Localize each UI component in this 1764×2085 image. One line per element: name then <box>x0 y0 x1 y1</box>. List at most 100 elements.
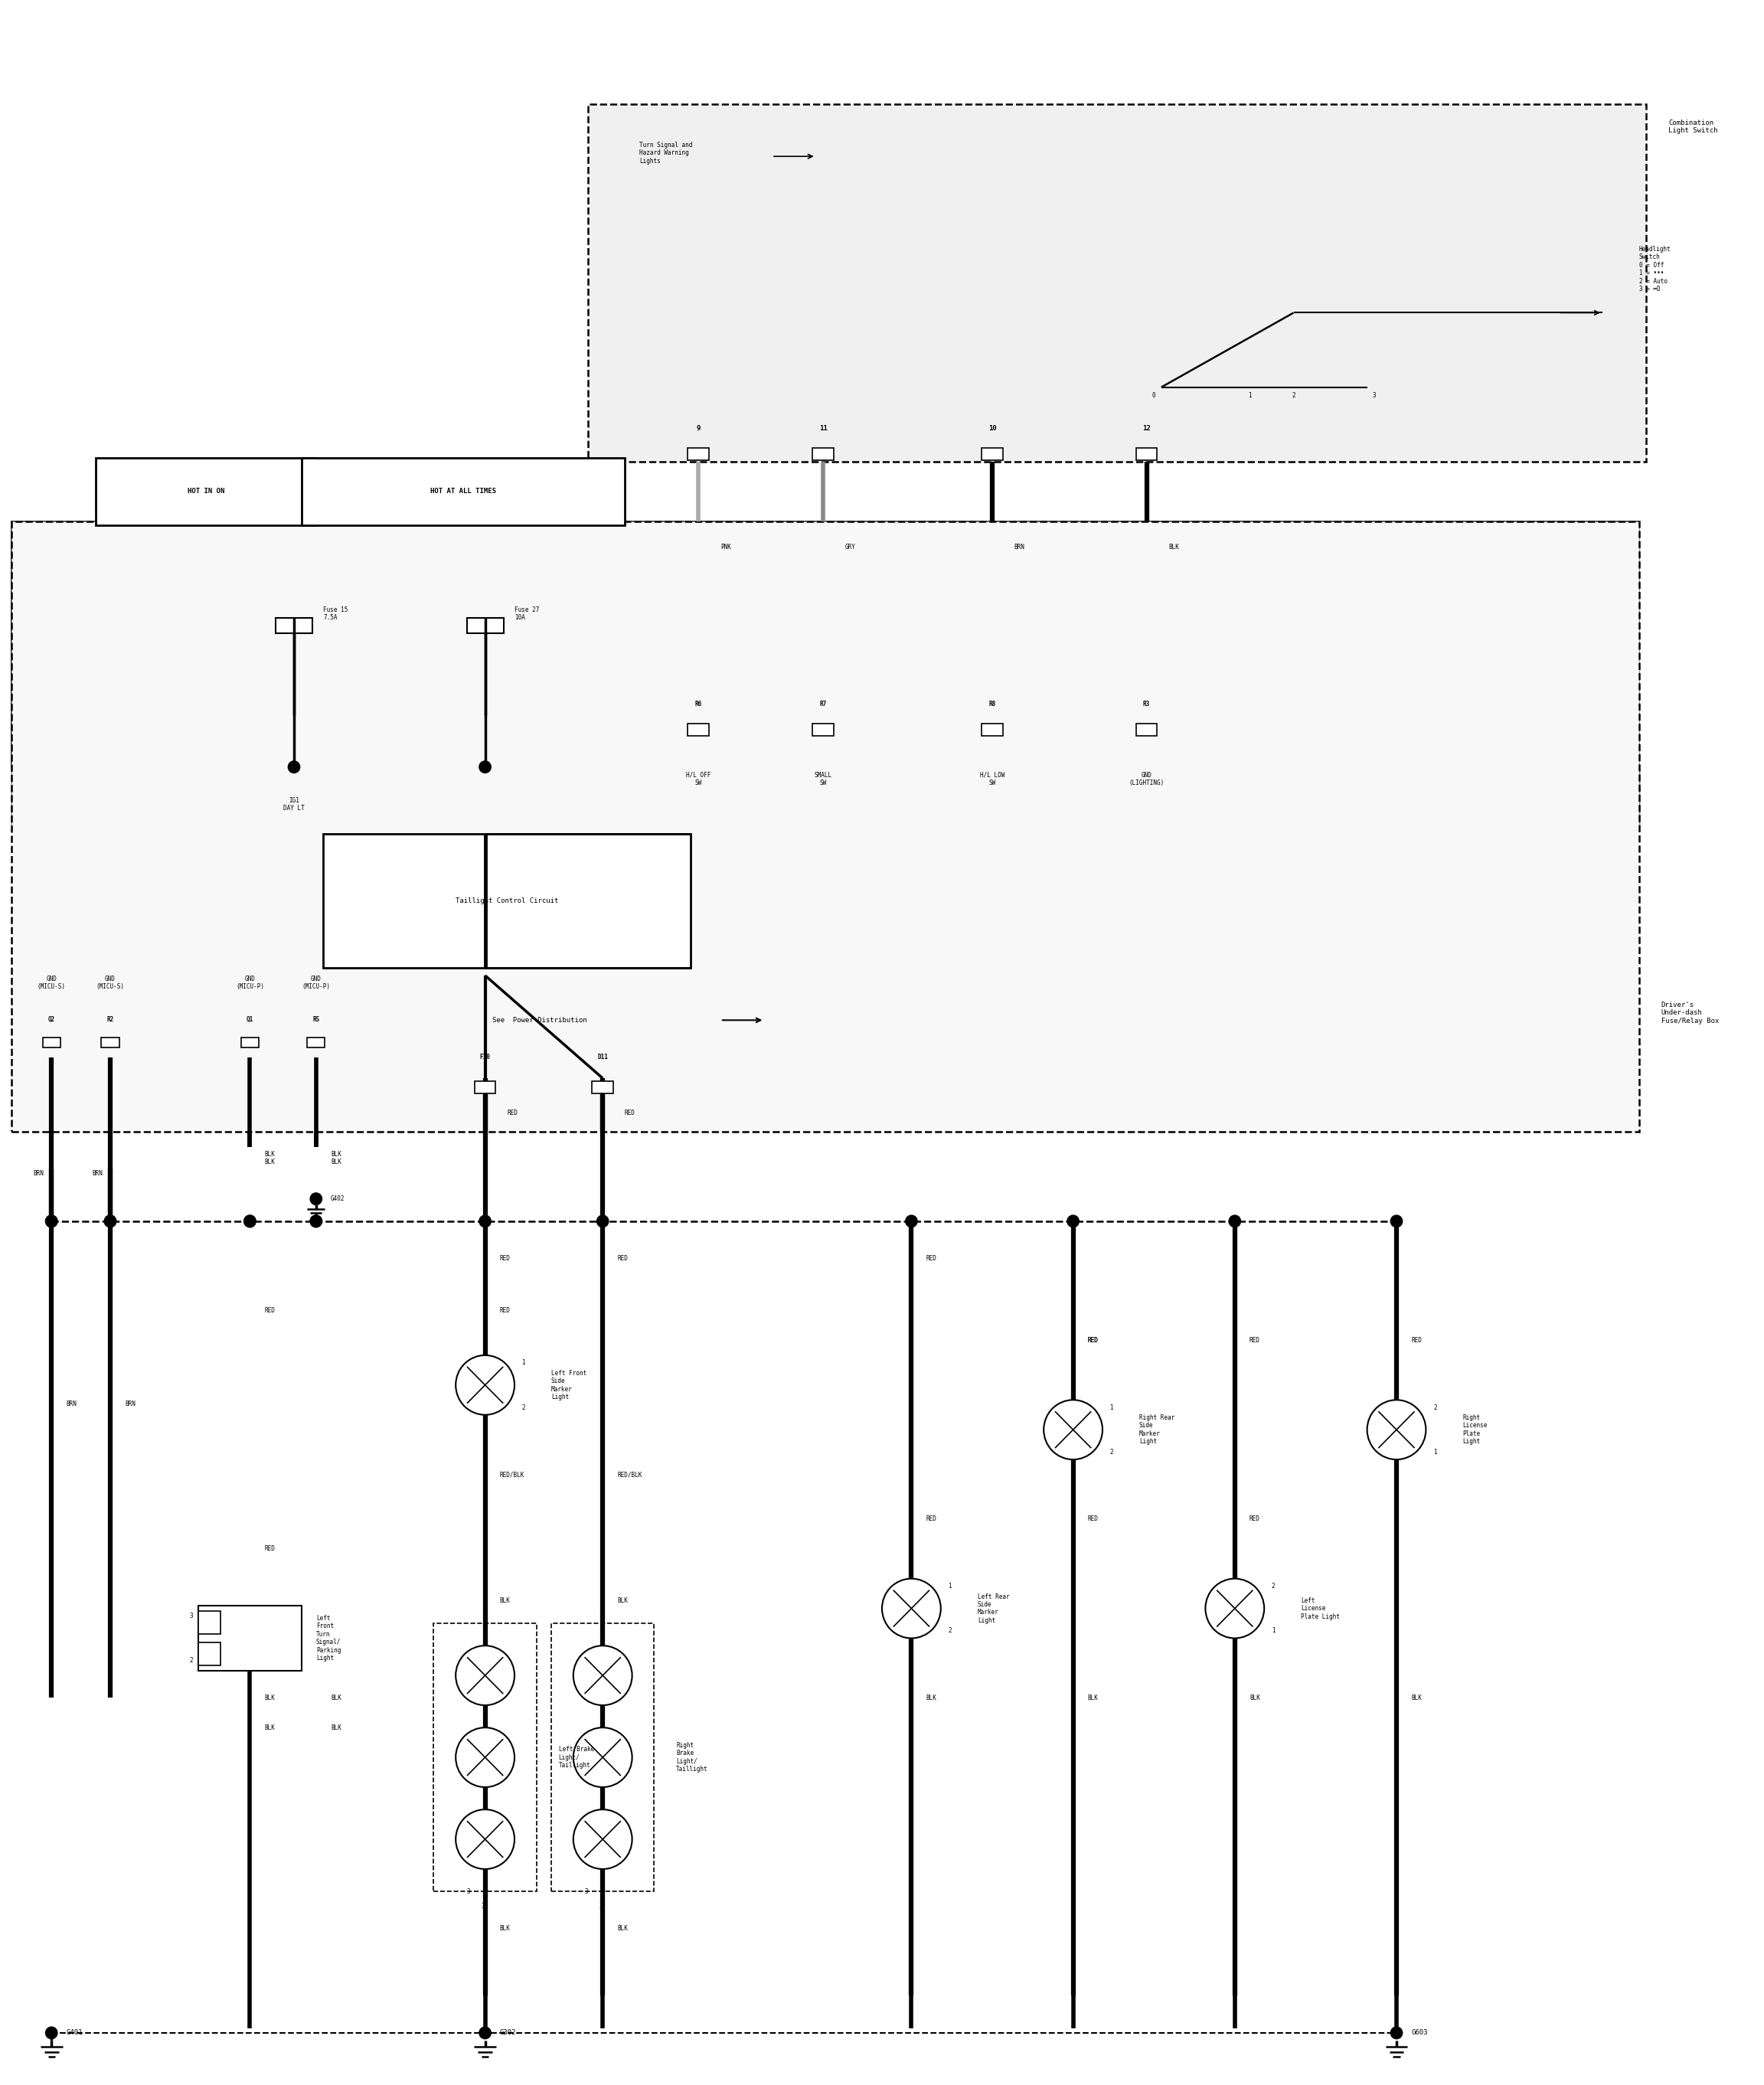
Text: 3: 3 <box>1372 392 1376 398</box>
Text: Turn Signal and
Hazard Warning
Lights: Turn Signal and Hazard Warning Lights <box>639 142 693 165</box>
Bar <box>1132 238 1618 432</box>
Bar <box>242 1036 259 1047</box>
Bar <box>981 448 1002 461</box>
Text: BLK: BLK <box>1411 1695 1422 1701</box>
Bar <box>467 617 503 634</box>
Text: BLK: BLK <box>1249 1695 1259 1701</box>
Bar <box>434 1624 536 1891</box>
Circle shape <box>1390 2027 1402 2039</box>
Circle shape <box>46 1216 56 1228</box>
Text: RED: RED <box>265 1545 275 1553</box>
Text: RED: RED <box>926 1255 937 1261</box>
Text: 11: 11 <box>818 425 827 432</box>
Circle shape <box>1044 1399 1102 1459</box>
Text: BLK: BLK <box>1168 544 1180 550</box>
Text: Taillight Control Circuit: Taillight Control Circuit <box>455 897 559 905</box>
Text: G402: G402 <box>332 1195 346 1203</box>
Text: Q1: Q1 <box>247 1015 254 1024</box>
Circle shape <box>310 1216 321 1228</box>
Text: GRY: GRY <box>845 544 856 550</box>
Circle shape <box>480 761 490 774</box>
Text: RED: RED <box>499 1255 510 1261</box>
Bar <box>95 459 316 525</box>
Text: 9: 9 <box>697 425 700 432</box>
Text: RED: RED <box>265 1307 275 1314</box>
Text: SMALL
SW: SMALL SW <box>815 771 833 786</box>
Text: 2: 2 <box>1432 1403 1438 1412</box>
Text: 2: 2 <box>189 1658 192 1664</box>
Text: Headlight
Switch
0 = Off
1 = •••
2 = Auto
3 = ═D: Headlight Switch 0 = Off 1 = ••• 2 = Aut… <box>1639 246 1671 292</box>
Text: BRN: BRN <box>1014 544 1025 550</box>
Text: R6: R6 <box>695 701 702 707</box>
Circle shape <box>243 1216 256 1228</box>
Text: BLK: BLK <box>1088 1695 1099 1701</box>
Text: Fuse 27
10A: Fuse 27 10A <box>515 607 540 621</box>
Text: 3: 3 <box>600 1904 603 1910</box>
Text: BLK: BLK <box>617 1924 628 1933</box>
Text: 12: 12 <box>1143 425 1150 432</box>
Circle shape <box>882 1578 940 1639</box>
Circle shape <box>455 1728 515 1787</box>
Text: BRN: BRN <box>92 1170 102 1176</box>
Circle shape <box>596 1216 609 1228</box>
Bar <box>198 1612 220 1635</box>
Text: RED: RED <box>617 1255 628 1261</box>
Bar <box>307 1036 325 1047</box>
Text: RED/BLK: RED/BLK <box>617 1470 642 1478</box>
Bar <box>688 448 709 461</box>
Text: GND
(MICU-P): GND (MICU-P) <box>236 976 265 990</box>
Text: Combination
Light Switch: Combination Light Switch <box>1669 119 1718 133</box>
Text: RED: RED <box>508 1109 519 1115</box>
Circle shape <box>104 1216 116 1228</box>
Text: Right
License
Plate
Light: Right License Plate Light <box>1462 1414 1487 1445</box>
Text: 1: 1 <box>600 1612 603 1620</box>
Text: BLK: BLK <box>265 1724 275 1731</box>
Circle shape <box>455 1810 515 1868</box>
Text: See  Power Distribution: See Power Distribution <box>492 1017 587 1024</box>
Text: GND
(MICU-S): GND (MICU-S) <box>37 976 65 990</box>
Bar <box>981 723 1002 736</box>
Text: 0: 0 <box>1152 392 1155 398</box>
Bar <box>42 1036 60 1047</box>
Text: GND
(MICU-S): GND (MICU-S) <box>95 976 125 990</box>
Circle shape <box>310 1193 321 1205</box>
Text: RED: RED <box>1249 1516 1259 1522</box>
Bar <box>101 1036 118 1047</box>
Circle shape <box>104 1216 116 1228</box>
Bar <box>813 448 834 461</box>
Text: RED: RED <box>1411 1336 1422 1345</box>
Circle shape <box>288 761 300 774</box>
Text: 2: 2 <box>522 1403 526 1412</box>
Text: 2: 2 <box>1272 1583 1275 1589</box>
Text: BLK: BLK <box>617 1597 628 1605</box>
Text: BLK: BLK <box>332 1151 342 1157</box>
Circle shape <box>1367 1399 1425 1459</box>
Text: Q2: Q2 <box>48 1015 55 1024</box>
Bar <box>1136 723 1157 736</box>
Text: 3: 3 <box>467 1887 471 1895</box>
Text: R8: R8 <box>988 701 997 707</box>
Bar <box>1136 448 1157 461</box>
Text: R3: R3 <box>1143 701 1150 707</box>
Text: 10: 10 <box>988 425 997 432</box>
Text: RED: RED <box>1088 1516 1099 1522</box>
Circle shape <box>46 2027 56 2039</box>
Circle shape <box>573 1645 632 1706</box>
Circle shape <box>46 1216 56 1228</box>
Circle shape <box>573 1728 632 1787</box>
Text: BRN: BRN <box>34 1170 44 1176</box>
Text: RED: RED <box>1088 1336 1099 1345</box>
Text: RED: RED <box>926 1516 937 1522</box>
Text: 3: 3 <box>189 1612 192 1620</box>
Text: BLK: BLK <box>499 1597 510 1605</box>
Text: G603: G603 <box>1411 2029 1427 2037</box>
Circle shape <box>455 1645 515 1706</box>
Bar <box>610 119 1102 432</box>
Circle shape <box>480 2027 490 2039</box>
Text: PNK: PNK <box>720 544 730 550</box>
Circle shape <box>1067 1216 1080 1228</box>
Text: R2: R2 <box>106 1015 115 1024</box>
Text: Driver's
Under-dash
Fuse/Relay Box: Driver's Under-dash Fuse/Relay Box <box>1662 1001 1718 1024</box>
Text: BLK: BLK <box>265 1695 275 1701</box>
Text: R5: R5 <box>312 1015 319 1024</box>
